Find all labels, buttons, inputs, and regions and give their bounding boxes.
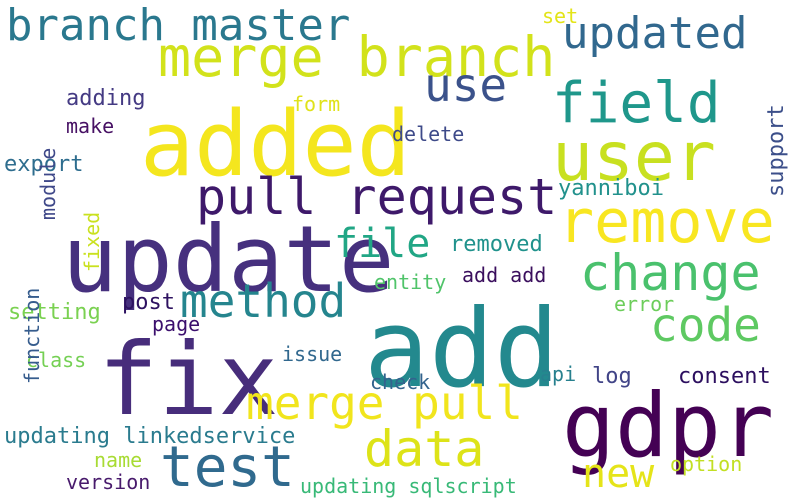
word-new: new xyxy=(582,451,655,497)
word-export: export xyxy=(4,152,84,177)
word-gdpr: gdpr xyxy=(562,374,774,477)
word-fixed: fixed xyxy=(80,211,104,272)
word-remove: remove xyxy=(558,187,775,257)
word-api: api xyxy=(540,362,577,386)
word-page: page xyxy=(152,312,201,336)
word-pull-request: pull request xyxy=(196,168,558,226)
word-add: add xyxy=(364,287,560,412)
word-set: set xyxy=(542,4,579,28)
word-merge-pull: merge pull xyxy=(246,376,523,430)
word-log: log xyxy=(592,364,632,389)
word-function: function xyxy=(20,287,44,384)
word-consent: consent xyxy=(678,364,771,389)
word-check: check xyxy=(370,370,431,394)
word-error: error xyxy=(614,292,675,316)
word-make: make xyxy=(66,114,115,138)
word-branch-master: branch master xyxy=(6,0,351,51)
word-setting: setting xyxy=(8,300,101,325)
word-option: option xyxy=(670,452,743,476)
word-user: user xyxy=(552,118,716,197)
word-update: update xyxy=(62,206,395,313)
word-use: use xyxy=(424,58,508,112)
word-yanniboi: yanniboi xyxy=(558,176,664,201)
word-updating-sqlscript: updating sqlscript xyxy=(300,474,517,498)
word-delete: delete xyxy=(392,122,465,146)
word-updated: updated xyxy=(562,8,748,59)
word-field: field xyxy=(552,71,721,136)
word-issue: issue xyxy=(282,342,343,366)
word-change: change xyxy=(580,244,761,302)
word-post: post xyxy=(122,290,175,315)
word-name: name xyxy=(94,448,143,472)
word-merge-branch: merge branch xyxy=(158,25,556,89)
word-data: data xyxy=(364,420,485,478)
word-file: file xyxy=(334,221,431,267)
word-test: test xyxy=(160,435,295,500)
word-fix: fix xyxy=(98,321,279,438)
word-updating-linkedservice: updating linkedservice xyxy=(4,424,296,449)
word-method: method xyxy=(180,274,347,328)
word-added: added xyxy=(140,92,411,197)
word-adding: adding xyxy=(66,86,146,111)
word-code: code xyxy=(650,298,761,352)
word-add-add: add add xyxy=(462,263,547,287)
word-entity: entity xyxy=(374,270,447,294)
word-form: form xyxy=(292,92,341,116)
word-removed: removed xyxy=(450,232,543,257)
word-support: support xyxy=(764,104,789,197)
word-module: module xyxy=(36,147,60,220)
word-class: class xyxy=(26,348,87,372)
word-version: version xyxy=(66,470,151,494)
